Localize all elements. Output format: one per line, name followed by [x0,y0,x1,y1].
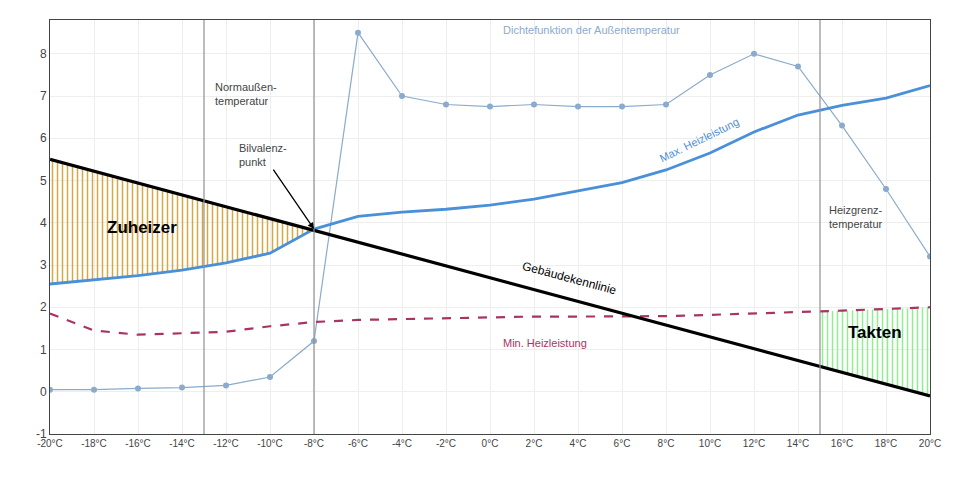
svg-text:-1: -1 [36,427,47,441]
svg-text:-16°C: -16°C [125,438,151,449]
svg-text:14°C: 14°C [787,438,809,449]
svg-text:-18°C: -18°C [81,438,107,449]
svg-text:Gebäudekennlinie: Gebäudekennlinie [521,259,618,298]
svg-text:Normaußen-temperatur: Normaußen-temperatur [215,81,277,107]
svg-text:Min. Heizleistung: Min. Heizleistung [503,337,587,349]
svg-text:Bilvalenz-punkt: Bilvalenz-punkt [239,142,287,168]
svg-text:4: 4 [40,216,47,230]
svg-text:4°C: 4°C [570,438,587,449]
svg-text:Zuheizer: Zuheizer [107,218,177,237]
svg-text:7: 7 [40,89,47,103]
svg-text:20°C: 20°C [919,438,941,449]
svg-text:-10°C: -10°C [257,438,283,449]
svg-text:12°C: 12°C [743,438,765,449]
svg-text:18°C: 18°C [875,438,897,449]
svg-text:0: 0 [40,385,47,399]
svg-text:6°C: 6°C [614,438,631,449]
svg-text:10°C: 10°C [699,438,721,449]
svg-text:2°C: 2°C [526,438,543,449]
svg-text:-12°C: -12°C [213,438,239,449]
svg-text:1: 1 [40,343,47,357]
svg-text:8°C: 8°C [658,438,675,449]
svg-text:16°C: 16°C [831,438,853,449]
svg-text:-20°C: -20°C [37,438,63,449]
svg-text:3: 3 [40,258,47,272]
svg-text:5: 5 [40,174,47,188]
svg-text:Dichtefunktion der Außentemper: Dichtefunktion der Außentemperatur [503,24,680,36]
svg-text:8: 8 [40,47,47,61]
svg-text:-2°C: -2°C [436,438,456,449]
svg-text:Max. Heizleistung: Max. Heizleistung [658,115,741,164]
svg-text:0°C: 0°C [482,438,499,449]
svg-text:6: 6 [40,131,47,145]
svg-text:-4°C: -4°C [392,438,412,449]
svg-text:Heizgrenz-temperatur: Heizgrenz-temperatur [829,204,883,230]
svg-text:-14°C: -14°C [169,438,195,449]
svg-text:-6°C: -6°C [348,438,368,449]
svg-text:-8°C: -8°C [304,438,324,449]
svg-text:Takten: Takten [848,323,902,342]
svg-text:2: 2 [40,300,47,314]
